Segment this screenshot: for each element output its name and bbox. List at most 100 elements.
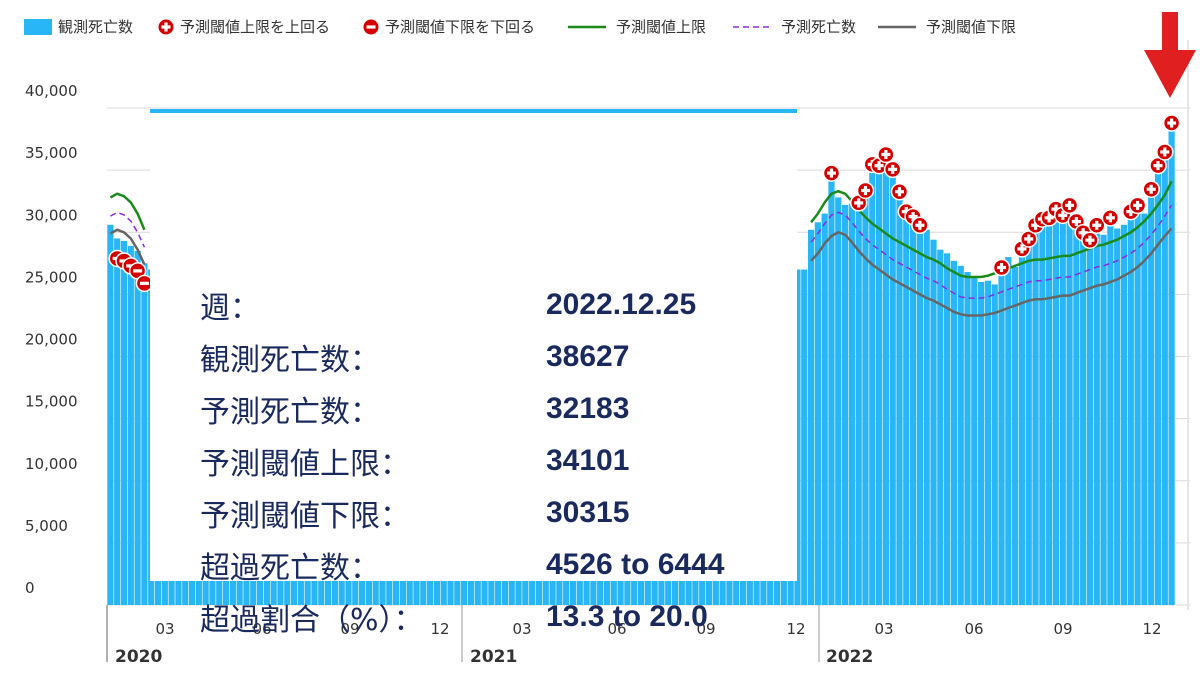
bar <box>1066 207 1073 605</box>
tooltip-label: 観測死亡数： <box>200 343 380 378</box>
tooltip-row-excess: 超過死亡数： 4526 to 6444 <box>200 540 724 590</box>
bar <box>875 167 883 605</box>
x-tick-label: 12 <box>1142 620 1161 638</box>
y-tick-label: 10,000 <box>25 455 78 473</box>
bar <box>794 269 801 605</box>
x-tick-label: 06 <box>964 620 983 638</box>
bar <box>964 272 971 605</box>
bar <box>1073 223 1080 606</box>
bar <box>862 192 869 606</box>
tooltip-row-observed: 観測死亡数： 38627 <box>200 332 629 382</box>
bar <box>1100 234 1107 606</box>
x-tick-label: 03 <box>155 620 174 638</box>
legend-item: 予測閾値下限 <box>878 18 1016 36</box>
bar <box>1154 167 1162 605</box>
bar <box>1032 227 1039 605</box>
y-tick-label: 5,000 <box>25 517 68 535</box>
bar <box>944 253 951 605</box>
tooltip-row-ratio: 超過割合（%）： 13.3 to 20.0 <box>200 592 708 642</box>
legend-swatch <box>24 19 52 35</box>
tooltip-value: 30315 <box>546 496 630 529</box>
tooltip-top-strip <box>150 109 797 114</box>
bar <box>1134 207 1141 605</box>
y-tick-label: 35,000 <box>25 144 78 162</box>
bar <box>971 276 978 605</box>
bar <box>869 166 876 605</box>
bar <box>1093 227 1100 605</box>
above-upper-marker <box>1060 196 1079 215</box>
year-label: 2021 <box>470 647 517 667</box>
bar <box>998 269 1005 605</box>
bar <box>1052 211 1060 605</box>
tooltip-value: 4526 to 6444 <box>546 548 725 581</box>
y-tick-label: 15,000 <box>25 393 78 411</box>
tooltip-row-week: 週： 2022.12.25 <box>200 280 696 330</box>
bar <box>1005 257 1012 605</box>
above-upper-marker <box>1101 209 1120 227</box>
bar <box>107 224 114 606</box>
above-upper-marker <box>992 258 1011 277</box>
above-upper-marker <box>877 145 895 164</box>
above-upper-marker <box>890 182 909 201</box>
above-upper-marker <box>1162 114 1181 132</box>
bar <box>835 197 842 605</box>
bar <box>950 260 958 605</box>
tooltip-row-upper: 予測閾値上限： 34101 <box>200 436 629 486</box>
x-tick-label: 06 <box>607 620 626 638</box>
bar <box>127 245 134 606</box>
bar <box>1025 240 1032 605</box>
bar <box>855 204 862 606</box>
bar <box>1148 191 1155 605</box>
bar <box>984 280 992 605</box>
bar <box>1086 242 1094 605</box>
legend-label: 観測死亡数 <box>58 18 133 36</box>
bar <box>134 250 141 605</box>
legend-label: 予測閾値下限 <box>926 18 1016 36</box>
bar <box>1080 234 1087 606</box>
bar <box>821 213 828 606</box>
bar <box>1046 219 1053 605</box>
tooltip-value: 38627 <box>546 340 630 373</box>
above-upper-marker <box>1149 156 1167 175</box>
bar <box>937 249 944 605</box>
lower-threshold-line <box>810 227 1173 317</box>
expected-deaths-line <box>810 204 1173 299</box>
bar <box>1012 267 1019 605</box>
x-tick-label: 09 <box>696 620 715 638</box>
tooltip-value: 2022.12.25 <box>546 288 697 321</box>
x-tick-label: 12 <box>430 620 449 638</box>
legend-item: 予測死亡数 <box>733 18 856 36</box>
above-upper-marker <box>849 194 868 212</box>
y-tick-label: 20,000 <box>25 331 78 349</box>
bar <box>957 265 964 605</box>
bar <box>1141 213 1148 606</box>
tooltip-value: 13.3 to 20.0 <box>546 600 708 633</box>
above-upper-marker <box>1156 143 1174 161</box>
bar <box>801 269 808 605</box>
legend-item: 予測閾値上限 <box>568 18 706 36</box>
bar <box>807 229 815 605</box>
bar <box>841 204 849 606</box>
bar <box>916 227 924 605</box>
expected-deaths-line <box>110 211 146 248</box>
bar <box>114 238 121 605</box>
legend-label: 予測閾値下限を下回る <box>385 18 535 36</box>
above-upper-marker <box>1088 216 1106 235</box>
upper-threshold-line <box>109 192 146 231</box>
legend-label: 予測閾値上限 <box>616 18 706 36</box>
x-tick-label: 06 <box>252 620 271 638</box>
tooltip-label: 超過死亡数： <box>200 551 380 586</box>
tooltip-row-lower: 予測閾値下限： 30315 <box>200 488 629 538</box>
bar <box>1059 217 1066 605</box>
legend-item: 予測閾値下限を下回る <box>363 18 535 36</box>
above-upper-marker <box>822 164 841 182</box>
bar <box>978 281 985 605</box>
upper-threshold-line <box>810 180 1173 279</box>
tooltip-value: 34101 <box>546 444 630 477</box>
arrow-icon <box>1162 12 1178 52</box>
above-upper-marker <box>883 160 902 179</box>
tooltip-row-expected: 予測死亡数： 32183 <box>200 384 629 434</box>
bar <box>882 156 889 605</box>
tooltip-panel: 週： 2022.12.25 観測死亡数： 38627 予測死亡数： 32183 … <box>150 113 797 638</box>
x-tick-label: 03 <box>512 620 531 638</box>
